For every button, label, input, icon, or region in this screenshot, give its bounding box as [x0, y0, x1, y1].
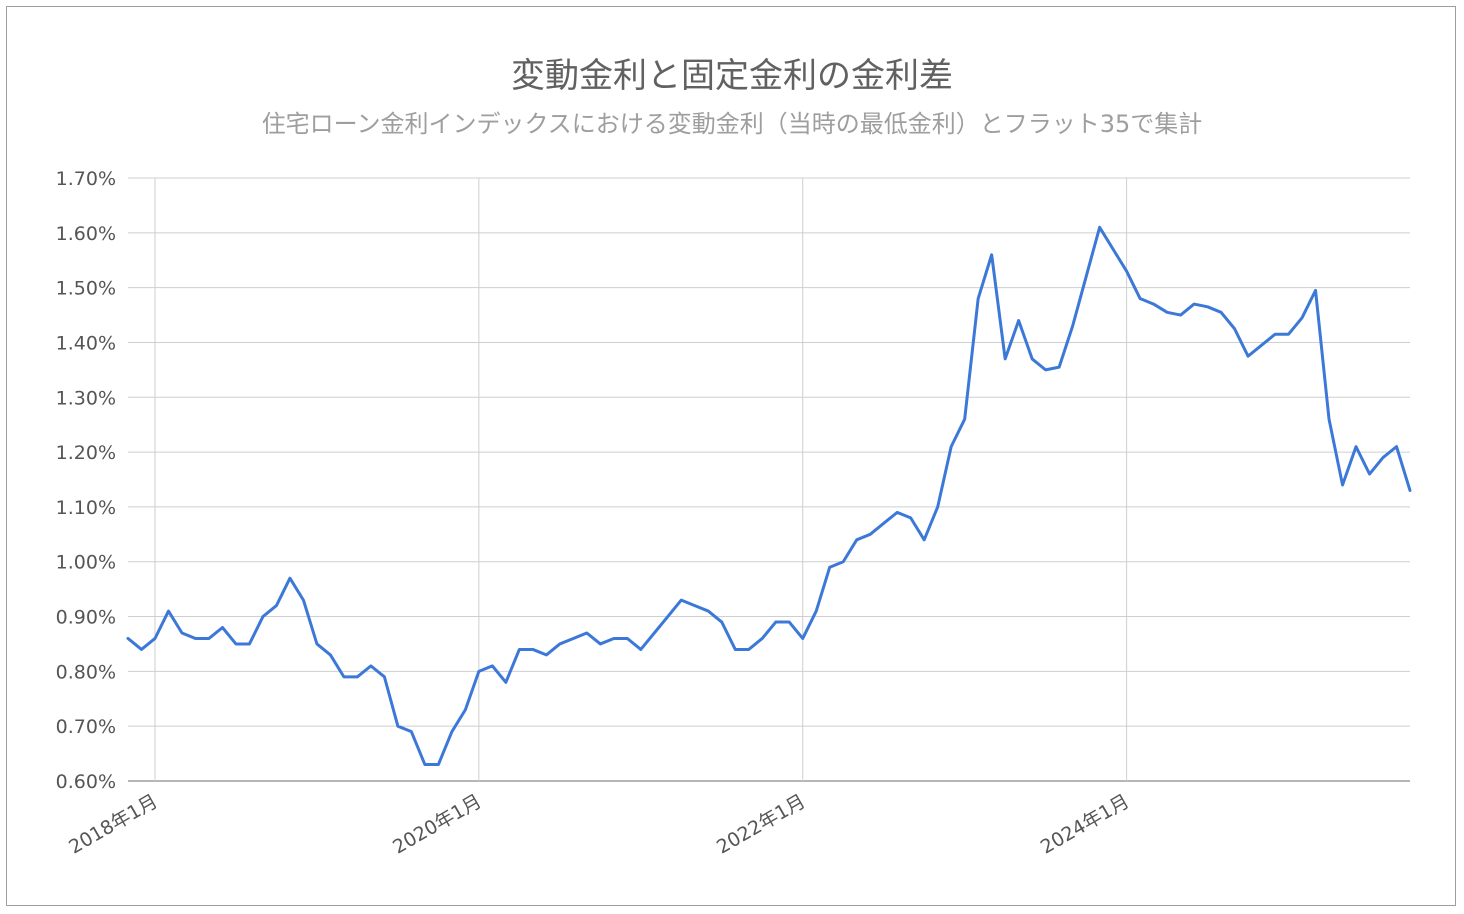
y-tick-label: 0.90%: [56, 607, 116, 629]
y-tick-label: 1.50%: [56, 278, 116, 300]
y-tick-label: 1.60%: [56, 223, 116, 245]
y-tick-label: 1.30%: [56, 387, 116, 409]
y-tick-label: 1.70%: [56, 168, 116, 190]
x-tick-label: 2022年1月: [713, 790, 809, 858]
chart-subtitle: 住宅ローン金利インデックスにおける変動金利（当時の最低金利）とフラット35で集計: [261, 110, 1203, 138]
chart-title: 変動金利と固定金利の金利差: [511, 56, 953, 96]
x-axis-ticks: 2018年1月 2020年1月 2022年1月 2024年1月: [65, 790, 1133, 858]
y-tick-label: 0.60%: [56, 771, 116, 793]
x-tick-label: 2024年1月: [1037, 790, 1133, 858]
x-tick-label: 2018年1月: [65, 790, 161, 858]
y-tick-label: 0.70%: [56, 716, 116, 738]
grid-lines: [128, 177, 1410, 782]
y-tick-label: 1.40%: [56, 332, 116, 354]
y-tick-label: 1.10%: [56, 497, 116, 519]
series-line: [126, 225, 1412, 767]
x-tick-label: 2020年1月: [389, 790, 485, 858]
y-axis-ticks: 0.60% 0.70% 0.80% 0.90% 1.00% 1.10% 1.20% 1.30%…: [56, 168, 116, 793]
y-tick-label: 0.80%: [56, 661, 116, 683]
y-tick-label: 1.20%: [56, 442, 116, 464]
chart-frame: [6, 6, 1456, 906]
y-tick-label: 1.00%: [56, 552, 116, 574]
series-layer: [126, 225, 1412, 767]
